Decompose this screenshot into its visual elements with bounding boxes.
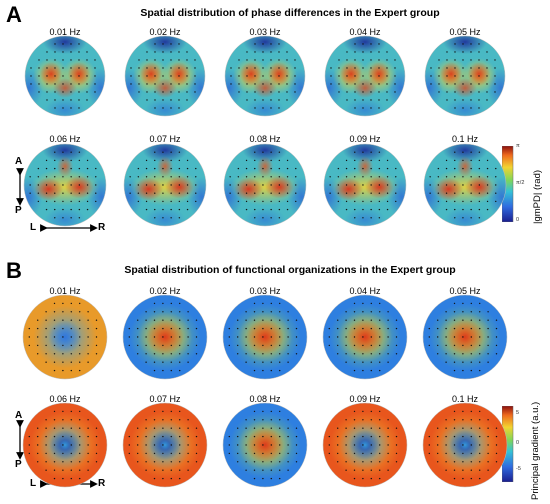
left-label: L <box>30 478 37 489</box>
colorbar-b-tick: 5 <box>516 410 520 416</box>
freq-label: 0.04 Hz <box>349 27 381 37</box>
anterior-label: A <box>15 410 23 421</box>
topomap <box>222 402 308 488</box>
freq-label: 0.01 Hz <box>49 27 81 37</box>
topomap <box>423 143 507 227</box>
panel-b-letter: B <box>6 258 22 283</box>
panel-a-title: Spatial distribution of phase difference… <box>140 7 440 19</box>
panel-b-title: Spatial distribution of functional organ… <box>124 264 456 276</box>
topomap <box>122 402 208 488</box>
topomap <box>223 143 307 227</box>
colorbar-a <box>502 146 514 222</box>
colorbar-a-label: |gmPD| (rad) <box>532 169 543 224</box>
freq-label: 0.03 Hz <box>249 286 281 296</box>
freq-label: 0.07 Hz <box>149 394 181 404</box>
colorbar-b-label: Principal gradient (a.u.) <box>530 401 541 500</box>
freq-label: 0.1 Hz <box>451 134 478 144</box>
freq-label: 0.04 Hz <box>349 286 381 296</box>
topomap <box>224 35 306 117</box>
posterior-label: P <box>15 205 22 216</box>
freq-label: 0.01 Hz <box>49 286 81 296</box>
topomap <box>422 294 508 380</box>
topomap <box>22 402 108 488</box>
freq-label: 0.08 Hz <box>249 394 281 404</box>
freq-label: 0.06 Hz <box>49 394 81 404</box>
freq-label: 0.05 Hz <box>449 286 481 296</box>
topomap <box>323 143 407 227</box>
topomap <box>322 402 408 488</box>
colorbar-b-tick: -5 <box>516 466 521 472</box>
topomap <box>23 143 107 227</box>
freq-label: 0.1 Hz <box>451 394 478 404</box>
freq-label: 0.02 Hz <box>149 27 181 37</box>
posterior-label: P <box>15 459 22 470</box>
topomap <box>324 35 406 117</box>
colorbar-b-tick: 0 <box>516 440 520 446</box>
freq-label: 0.07 Hz <box>149 134 181 144</box>
topomap <box>222 294 308 380</box>
freq-label: 0.02 Hz <box>149 286 181 296</box>
topomap <box>424 35 506 117</box>
freq-label: 0.09 Hz <box>349 134 381 144</box>
colorbar-a-tick: π <box>516 143 520 149</box>
topomap <box>122 294 208 380</box>
topomap <box>123 143 207 227</box>
left-label: L <box>30 222 37 233</box>
freq-label: 0.06 Hz <box>49 134 81 144</box>
colorbar-b <box>502 406 514 482</box>
anterior-label: A <box>15 156 23 167</box>
colorbar-a-tick: 0 <box>516 217 520 223</box>
freq-label: 0.09 Hz <box>349 394 381 404</box>
colorbar-a-tick: π/2 <box>516 180 525 186</box>
freq-label: 0.08 Hz <box>249 134 281 144</box>
topomap <box>322 294 408 380</box>
panel-a-letter: A <box>6 2 22 27</box>
topomap <box>124 35 206 117</box>
freq-label: 0.03 Hz <box>249 27 281 37</box>
right-label: R <box>98 222 106 233</box>
freq-label: 0.05 Hz <box>449 27 481 37</box>
topomap <box>422 402 508 488</box>
topomap <box>22 294 108 380</box>
topomap <box>24 35 106 117</box>
right-label: R <box>98 478 106 489</box>
